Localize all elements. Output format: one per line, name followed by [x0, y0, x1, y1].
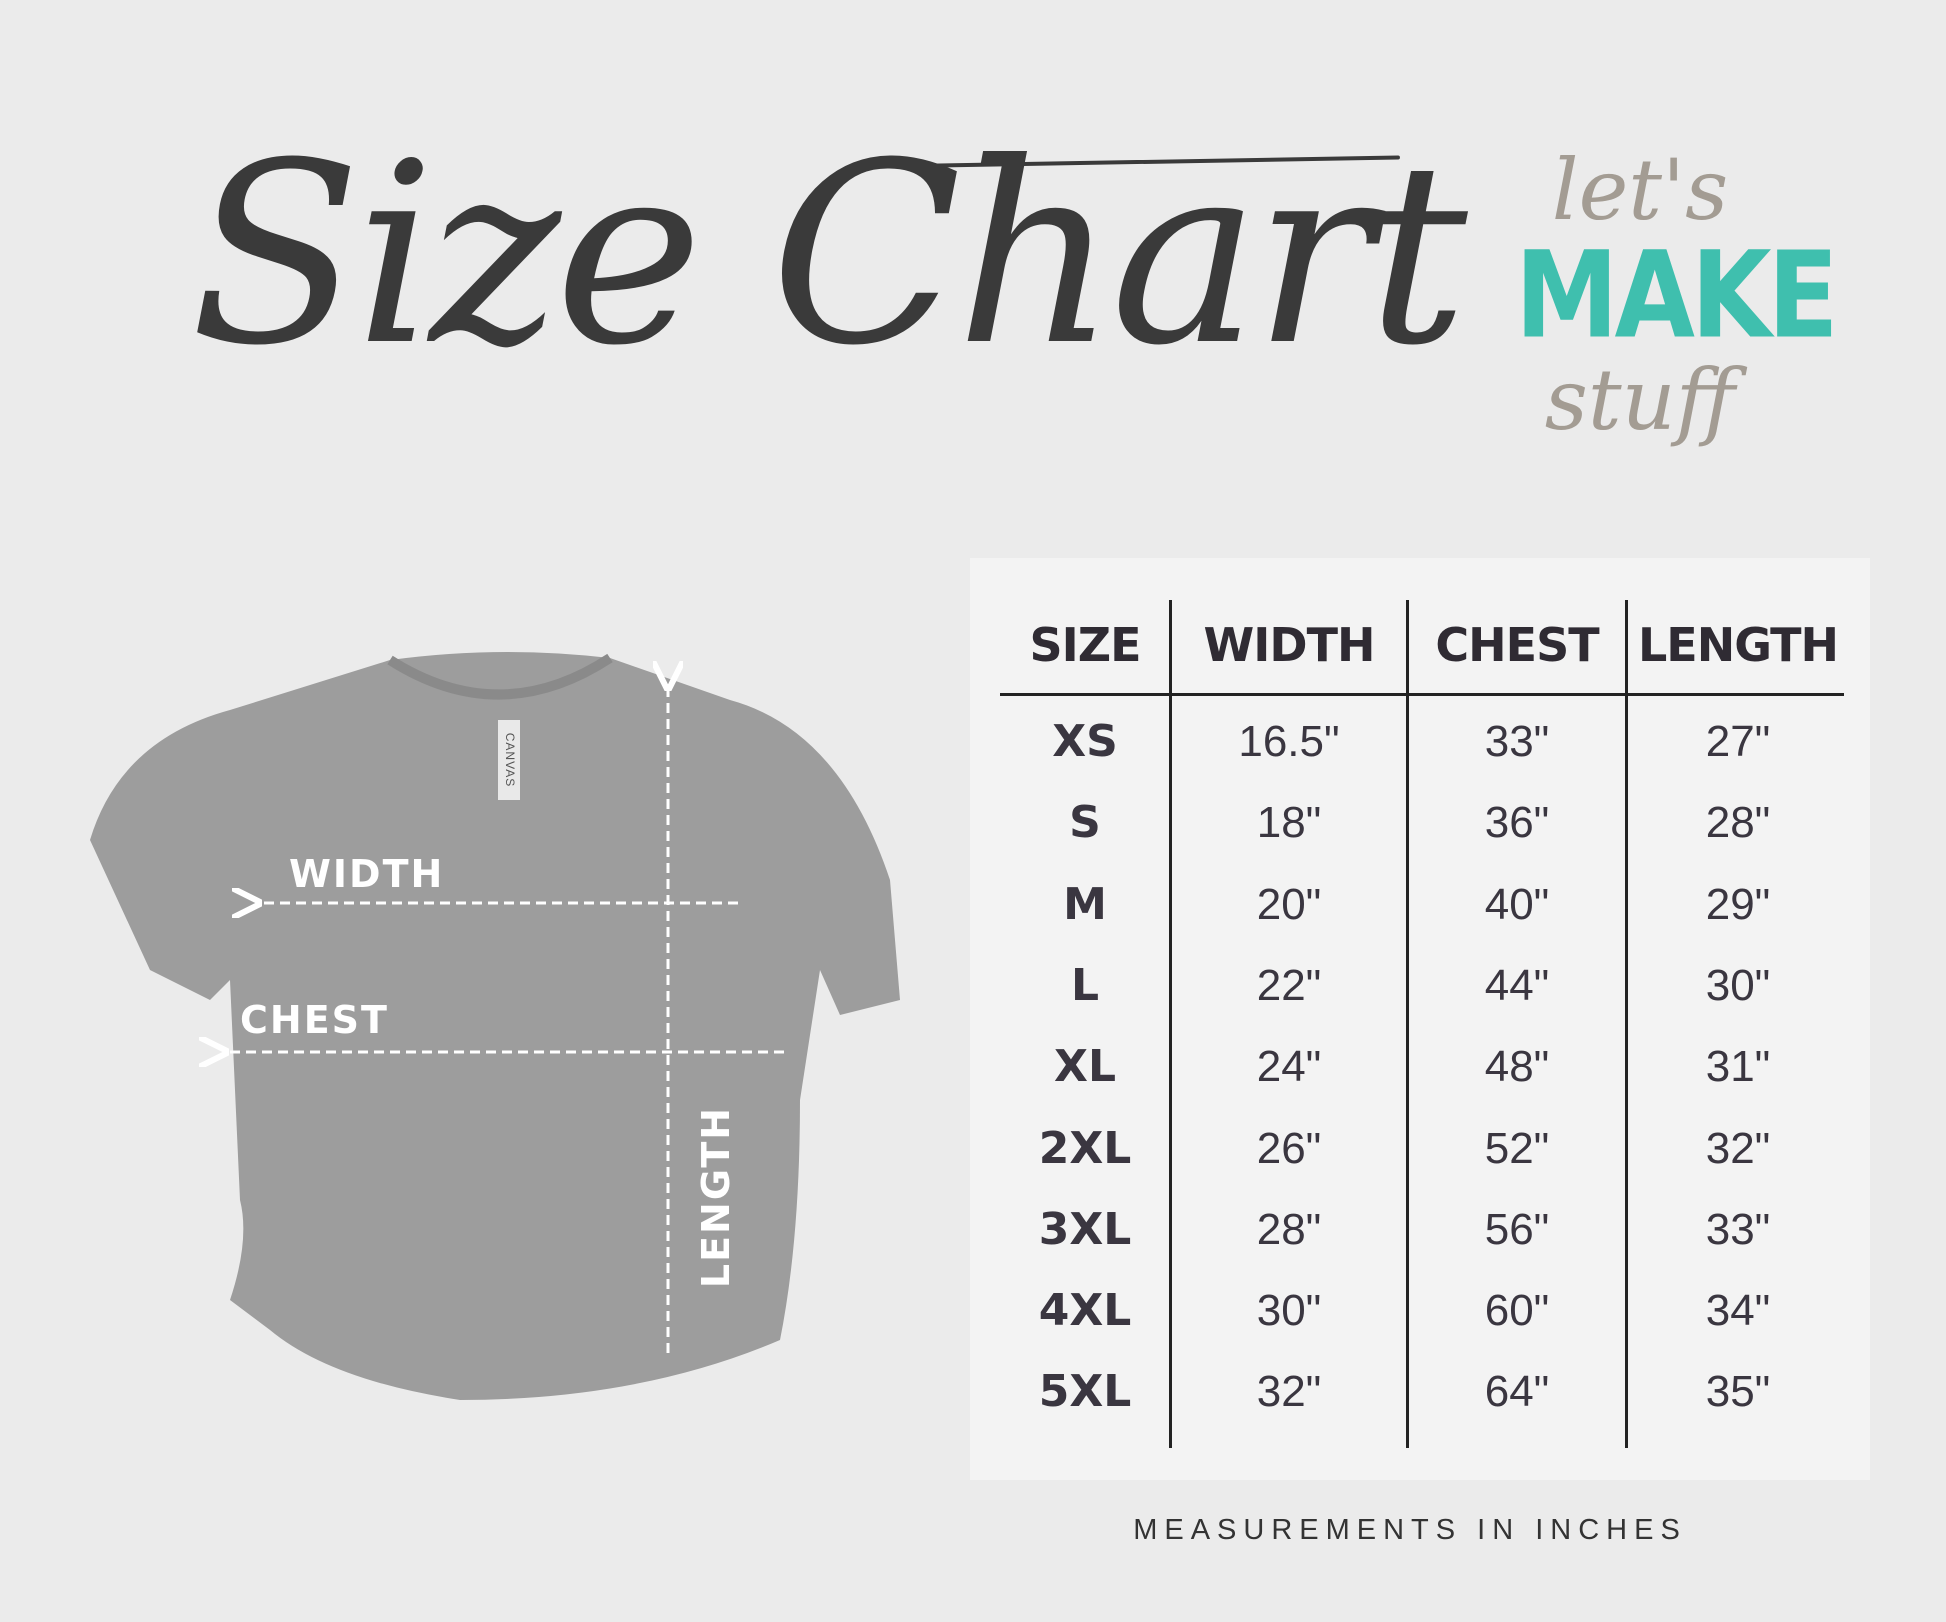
cell-length: 28"	[1705, 798, 1771, 848]
cell-chest: 52"	[1484, 1123, 1550, 1173]
column-divider	[1406, 600, 1409, 1448]
cell-size: 2XL	[1038, 1122, 1132, 1174]
cell-length: 32"	[1705, 1123, 1771, 1173]
table-row: 4XL 30" 60" 34"	[0, 1281, 1946, 1341]
width-label: WIDTH	[289, 852, 445, 896]
column-divider	[1169, 600, 1172, 1448]
cell-chest: 40"	[1484, 879, 1550, 929]
chest-label: CHEST	[240, 998, 389, 1042]
cell-size: XS	[1052, 716, 1118, 767]
header-chest: CHEST	[1435, 618, 1599, 672]
cell-chest: 56"	[1484, 1204, 1550, 1254]
cell-size: 4XL	[1038, 1285, 1132, 1337]
table-row: 2XL 26" 52" 32"	[0, 1119, 1946, 1179]
table-row: S 18" 36" 28"	[0, 793, 1946, 853]
cell-size: 5XL	[1038, 1366, 1132, 1418]
cell-length: 27"	[1705, 717, 1771, 766]
cell-chest: 64"	[1484, 1367, 1550, 1417]
table-row: 3XL 28" 56" 33"	[0, 1200, 1946, 1260]
cell-size: M	[1063, 878, 1107, 930]
cell-chest: 48"	[1484, 1042, 1550, 1092]
cell-size: S	[1069, 797, 1101, 849]
table-row: L 22" 44" 30"	[0, 956, 1946, 1016]
cell-width: 32"	[1256, 1367, 1322, 1417]
cell-length: 33"	[1705, 1204, 1771, 1254]
cell-width: 30"	[1256, 1286, 1322, 1336]
logo-line-3: stuff	[1544, 351, 1736, 449]
tshirt-tag	[498, 720, 520, 800]
cell-width: 20"	[1256, 879, 1322, 929]
cell-width: 22"	[1256, 960, 1322, 1010]
cell-width: 26"	[1256, 1123, 1322, 1173]
cell-length: 31"	[1705, 1042, 1771, 1092]
header-divider	[1000, 693, 1844, 696]
cell-length: 30"	[1705, 960, 1771, 1010]
cell-size: L	[1070, 959, 1100, 1011]
cell-width: 28"	[1256, 1204, 1322, 1254]
cell-chest: 33"	[1484, 717, 1550, 766]
cell-length: 34"	[1705, 1286, 1771, 1336]
table-row: XS 16.5" 33" 27"	[0, 712, 1946, 772]
cell-width: 24"	[1256, 1042, 1322, 1092]
tshirt-illustration	[90, 651, 900, 1400]
logo-line-2: MAKE	[1515, 224, 1839, 366]
page-title: Size Chart	[190, 109, 1468, 400]
cell-length: 29"	[1705, 879, 1771, 929]
table-row: 5XL 32" 64" 35"	[0, 1362, 1946, 1422]
table-row: XL 24" 48" 31"	[0, 1037, 1946, 1097]
header-length: LENGTH	[1637, 618, 1839, 672]
table-row: M 20" 40" 29"	[0, 875, 1946, 935]
cell-width: 18"	[1256, 798, 1322, 848]
cell-length: 35"	[1705, 1367, 1771, 1417]
logo-line-1: let's	[1551, 141, 1729, 239]
cell-chest: 60"	[1484, 1286, 1550, 1336]
cell-chest: 36"	[1484, 798, 1550, 848]
size-table-panel	[970, 558, 1870, 1480]
header-width: WIDTH	[1203, 618, 1376, 672]
cell-size: 3XL	[1038, 1203, 1132, 1255]
tshirt-body	[90, 651, 900, 1400]
cell-size: XL	[1054, 1041, 1116, 1093]
cell-width: 16.5"	[1238, 717, 1340, 766]
logo: let's MAKE stuff	[1515, 140, 1839, 490]
column-divider	[1625, 600, 1628, 1448]
header-size: SIZE	[1029, 618, 1141, 672]
footer-note: MEASUREMENTS IN INCHES	[1133, 1514, 1687, 1546]
cell-chest: 44"	[1484, 960, 1550, 1010]
